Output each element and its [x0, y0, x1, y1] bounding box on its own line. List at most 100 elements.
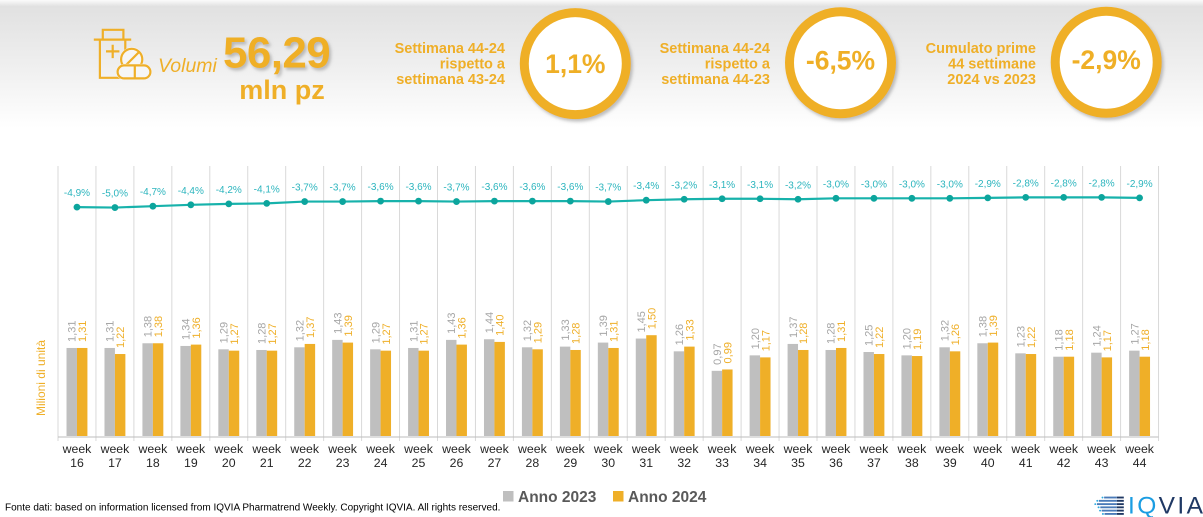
svg-text:rispetto a: rispetto a	[705, 57, 771, 73]
svg-text:1,38: 1,38	[143, 316, 155, 337]
svg-text:-3,6%: -3,6%	[557, 182, 583, 193]
svg-text:week: week	[365, 442, 396, 456]
svg-text:-4,7%: -4,7%	[140, 187, 166, 198]
svg-text:1,45: 1,45	[636, 311, 648, 332]
svg-text:-3,6%: -3,6%	[519, 182, 545, 193]
svg-text:31: 31	[639, 456, 653, 470]
svg-text:rispetto a: rispetto a	[440, 57, 506, 73]
svg-text:17: 17	[108, 456, 122, 470]
svg-text:1,28: 1,28	[826, 323, 838, 344]
svg-text:34: 34	[753, 456, 767, 470]
svg-text:1,28: 1,28	[257, 323, 269, 344]
svg-text:1,32: 1,32	[294, 320, 306, 341]
svg-text:1,50: 1,50	[646, 308, 658, 329]
svg-text:-3,7%: -3,7%	[330, 183, 356, 194]
svg-text:1,31: 1,31	[408, 321, 420, 342]
svg-text:1,34: 1,34	[181, 319, 193, 340]
svg-text:33: 33	[715, 456, 729, 470]
svg-text:week: week	[859, 442, 890, 456]
svg-text:38: 38	[905, 456, 919, 470]
svg-text:1,43: 1,43	[446, 312, 458, 333]
svg-text:1,33: 1,33	[684, 319, 696, 340]
svg-text:week: week	[1010, 442, 1041, 456]
svg-text:44: 44	[1133, 456, 1147, 470]
svg-text:-3,7%: -3,7%	[595, 183, 621, 194]
svg-text:week: week	[213, 442, 244, 456]
svg-text:1,31: 1,31	[77, 321, 89, 342]
svg-text:-2,9%: -2,9%	[1127, 179, 1153, 190]
svg-text:20: 20	[222, 456, 236, 470]
svg-text:1,28: 1,28	[798, 323, 810, 344]
svg-text:Anno 2023: Anno 2023	[518, 489, 597, 506]
svg-text:week: week	[745, 442, 776, 456]
svg-text:56,29: 56,29	[223, 29, 330, 78]
svg-text:1,27: 1,27	[381, 323, 393, 344]
svg-text:week: week	[783, 442, 814, 456]
svg-text:1,17: 1,17	[760, 330, 772, 351]
svg-text:week: week	[517, 442, 548, 456]
svg-text:1,1%: 1,1%	[545, 49, 605, 79]
svg-text:16: 16	[70, 456, 84, 470]
svg-text:Fonte dati: based on informati: Fonte dati: based on information license…	[5, 503, 500, 514]
svg-text:2024 vs 2023: 2024 vs 2023	[947, 72, 1036, 88]
svg-text:week: week	[327, 442, 358, 456]
svg-text:-4,9%: -4,9%	[64, 188, 90, 199]
svg-text:1,22: 1,22	[1026, 327, 1038, 348]
svg-text:1,31: 1,31	[67, 321, 79, 342]
svg-text:1,17: 1,17	[1102, 330, 1114, 351]
svg-text:week: week	[1124, 442, 1155, 456]
svg-text:26: 26	[450, 456, 464, 470]
svg-text:1,27: 1,27	[419, 323, 431, 344]
svg-text:week: week	[1086, 442, 1117, 456]
svg-text:week: week	[707, 442, 738, 456]
svg-text:-3,7%: -3,7%	[443, 183, 469, 194]
svg-text:30: 30	[601, 456, 615, 470]
svg-text:-3,6%: -3,6%	[368, 182, 394, 193]
svg-text:0,97: 0,97	[712, 343, 724, 364]
svg-text:-5,0%: -5,0%	[102, 189, 128, 200]
svg-text:1,18: 1,18	[1053, 329, 1065, 350]
svg-text:1,38: 1,38	[153, 316, 165, 337]
svg-text:1,18: 1,18	[1140, 329, 1152, 350]
svg-text:-3,7%: -3,7%	[292, 183, 318, 194]
svg-text:week: week	[175, 442, 206, 456]
svg-text:42: 42	[1057, 456, 1071, 470]
svg-text:1,31: 1,31	[609, 321, 621, 342]
svg-text:week: week	[289, 442, 320, 456]
svg-text:Volumi: Volumi	[158, 55, 218, 77]
svg-text:week: week	[251, 442, 282, 456]
svg-text:1,32: 1,32	[940, 320, 952, 341]
svg-text:40: 40	[981, 456, 995, 470]
svg-text:week: week	[934, 442, 965, 456]
svg-text:1,25: 1,25	[864, 325, 876, 346]
svg-text:week: week	[593, 442, 624, 456]
svg-text:1,27: 1,27	[267, 323, 279, 344]
svg-text:21: 21	[260, 456, 274, 470]
svg-text:mln pz: mln pz	[239, 75, 325, 105]
svg-text:1,39: 1,39	[598, 315, 610, 336]
svg-text:1,37: 1,37	[305, 317, 317, 338]
svg-text:1,32: 1,32	[522, 320, 534, 341]
svg-text:1,24: 1,24	[1091, 325, 1103, 346]
svg-text:-6,5%: -6,5%	[806, 46, 875, 76]
svg-text:-3,2%: -3,2%	[785, 180, 811, 191]
svg-text:settimana 43-24: settimana 43-24	[396, 72, 505, 88]
svg-text:29: 29	[563, 456, 577, 470]
svg-text:-3,1%: -3,1%	[709, 180, 735, 191]
svg-text:-3,1%: -3,1%	[747, 180, 773, 191]
svg-text:1,37: 1,37	[788, 317, 800, 338]
svg-text:1,20: 1,20	[750, 328, 762, 349]
svg-text:-2,8%: -2,8%	[1089, 178, 1115, 189]
svg-text:-2,8%: -2,8%	[1013, 178, 1039, 189]
svg-text:week: week	[1048, 442, 1079, 456]
svg-text:-4,4%: -4,4%	[178, 186, 204, 197]
svg-text:1,18: 1,18	[1064, 329, 1076, 350]
svg-text:-2,9%: -2,9%	[1072, 45, 1141, 75]
svg-text:-3,0%: -3,0%	[823, 179, 849, 190]
svg-text:1,31: 1,31	[105, 321, 117, 342]
svg-text:1,43: 1,43	[332, 312, 344, 333]
svg-text:week: week	[821, 442, 852, 456]
svg-text:1,23: 1,23	[1016, 326, 1028, 347]
svg-text:41: 41	[1019, 456, 1033, 470]
svg-text:1,27: 1,27	[1129, 323, 1141, 344]
